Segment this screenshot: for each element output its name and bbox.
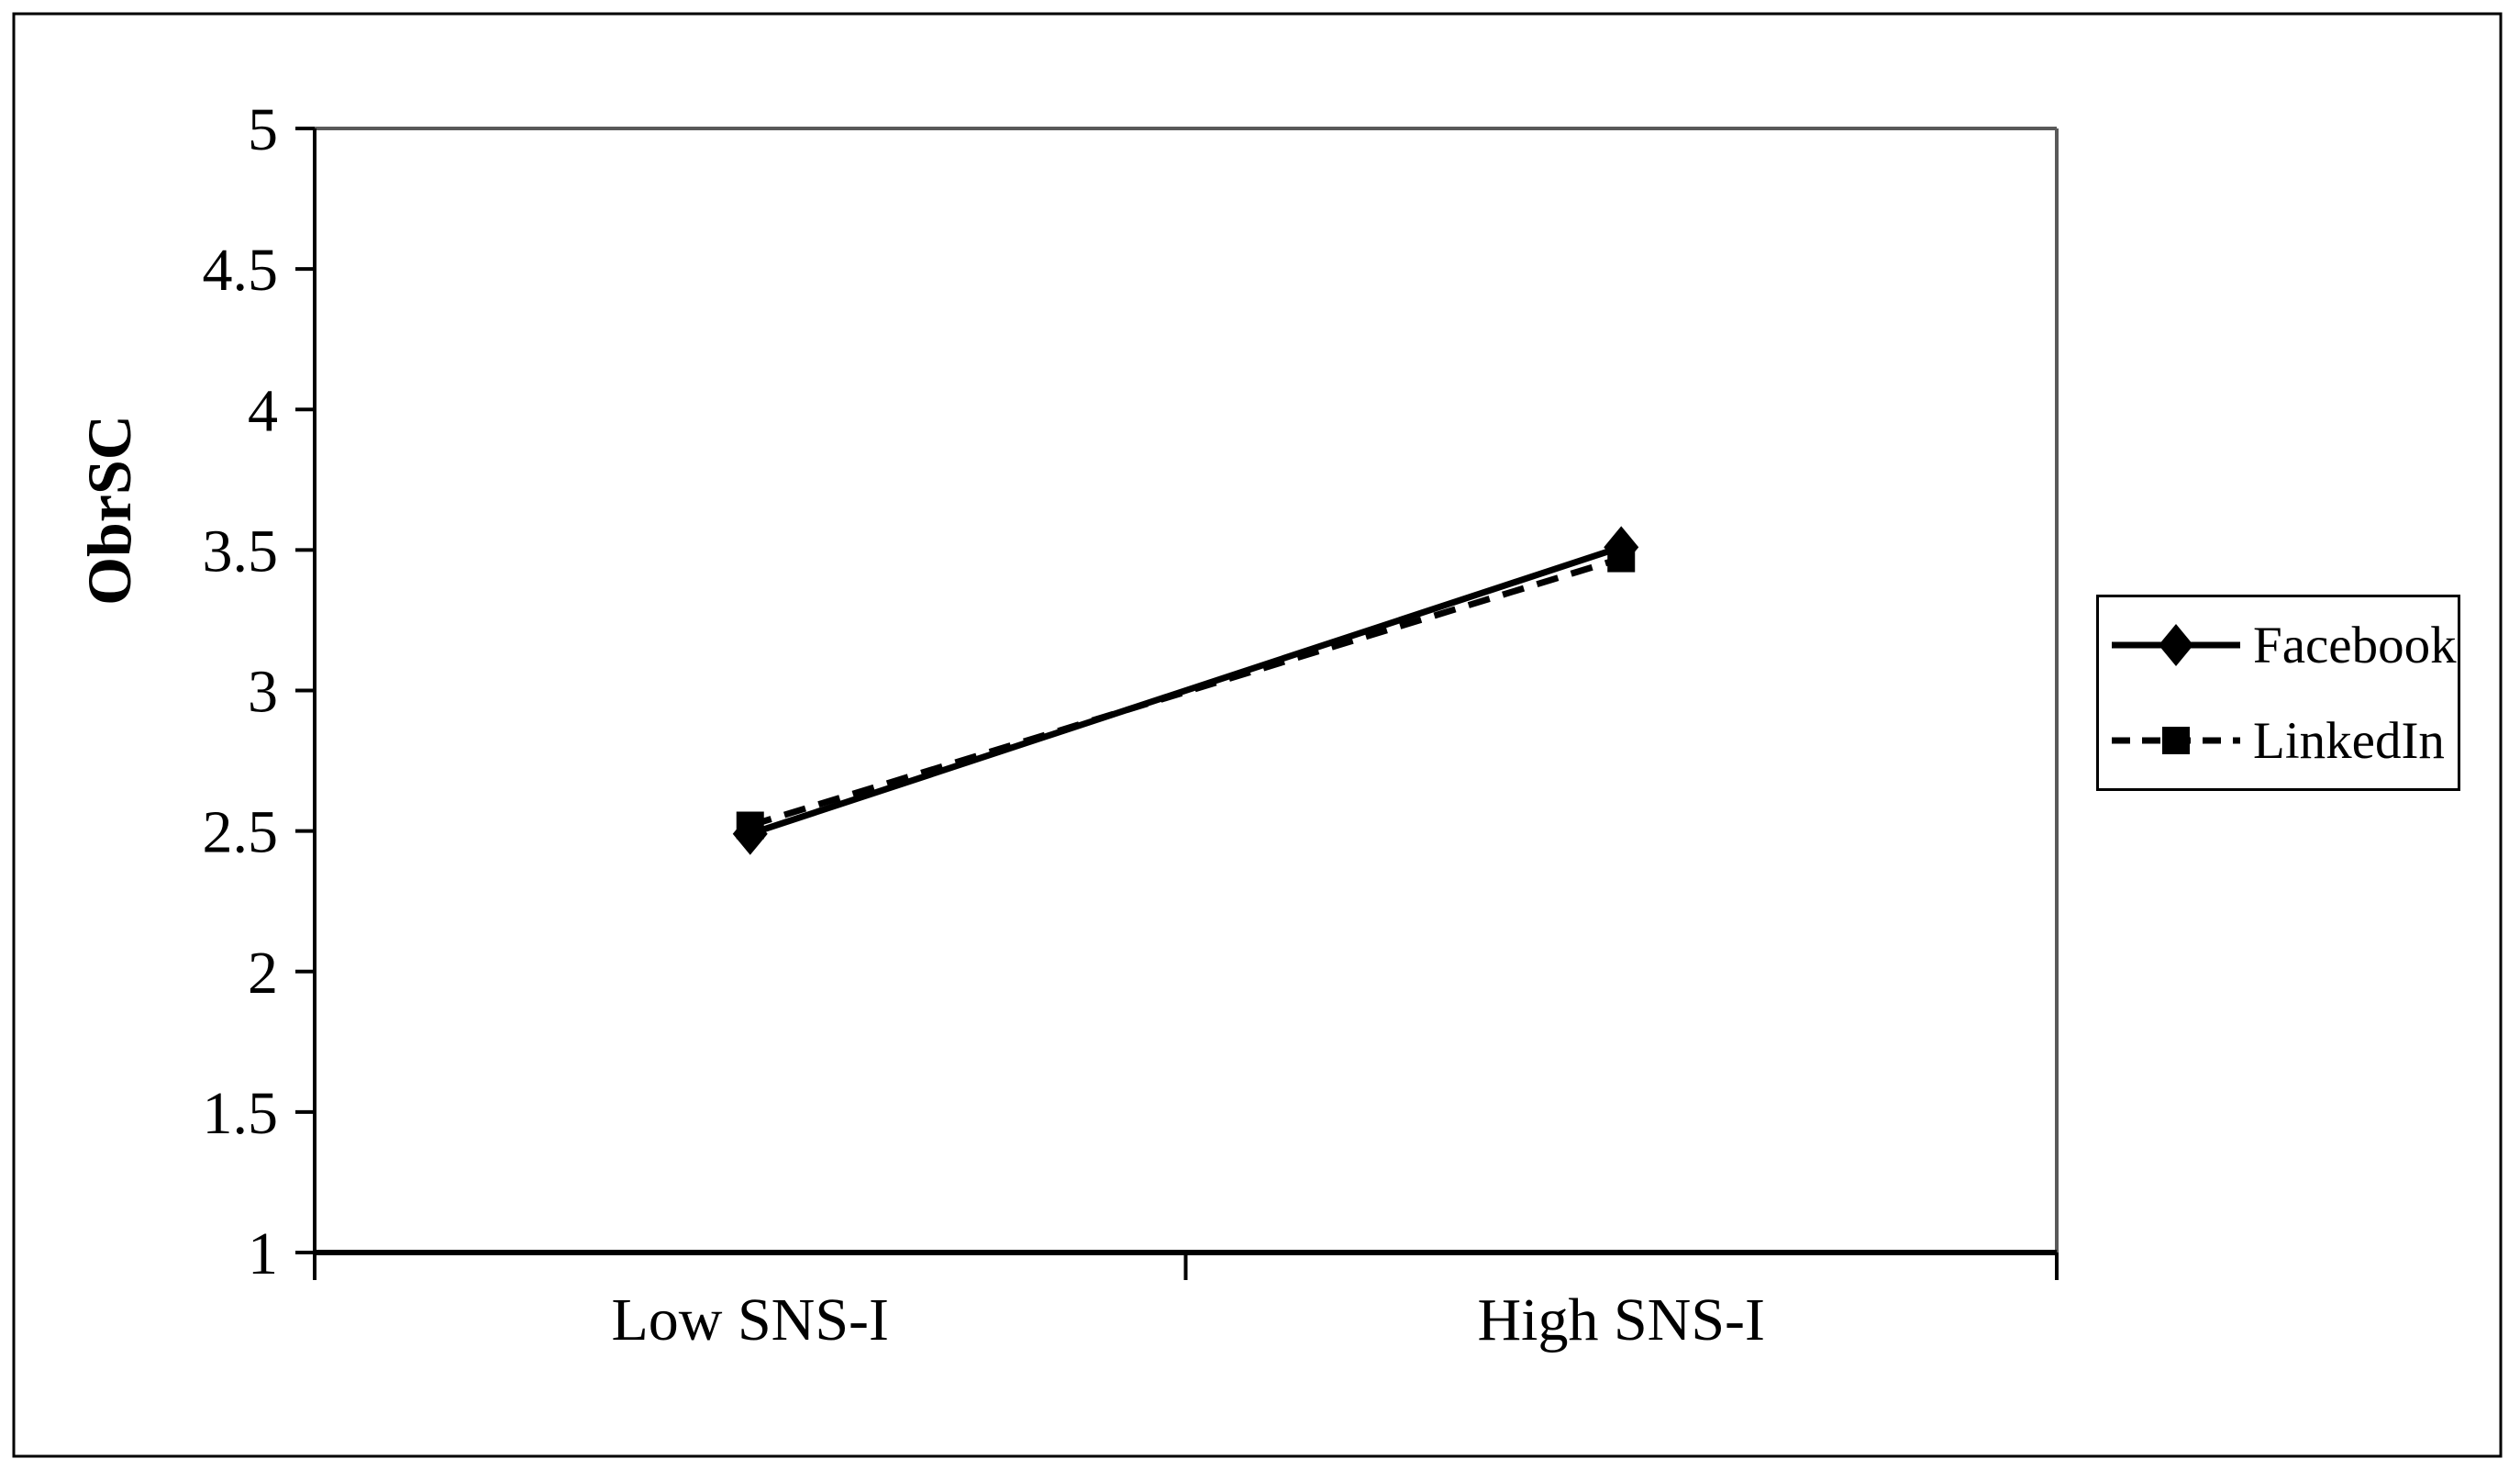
- y-axis-title: ObrSC: [74, 415, 144, 606]
- figure-border: [12, 12, 2503, 1458]
- legend-label-linkedin: LinkedIn: [2253, 711, 2445, 770]
- legend-sample-marker-linkedin: [2162, 727, 2190, 754]
- legend-item-linkedin: LinkedIn: [2112, 713, 2458, 768]
- category-label-low-sns-i: Low SNS-I: [611, 1286, 889, 1353]
- category-label-high-sns-i: High SNS-I: [1477, 1286, 1765, 1353]
- y-tick-label-4-5: 4.5: [203, 237, 279, 304]
- series-linkedin-marker-0: [736, 811, 764, 840]
- y-tick-label-1: 1: [248, 1220, 278, 1287]
- y-tick-label-2-5: 2.5: [203, 799, 279, 866]
- series-facebook-line: [749, 543, 1623, 838]
- y-tick-label-5: 5: [248, 96, 278, 163]
- y-tick-label-2: 2: [248, 940, 278, 1007]
- legend-sample-marker-facebook: [2159, 624, 2193, 666]
- chart-generated-layer: 5 4.5 4 3.5 3 2.5 2 1.5 1 Low SNS-I High SNS-I: [12, 12, 2503, 1458]
- y-tick-label-4: 4: [248, 377, 278, 444]
- y-tick-label-1-5: 1.5: [203, 1080, 279, 1147]
- y-tick-label-3: 3: [248, 659, 278, 726]
- y-tick-label-3-5: 3.5: [203, 518, 279, 585]
- legend-item-facebook: Facebook: [2112, 618, 2458, 673]
- legend-line-sample-linkedin: [2112, 727, 2240, 754]
- series-linkedin-line: [749, 555, 1623, 829]
- legend-line-sample-facebook: [2112, 624, 2240, 666]
- series-linkedin-marker-1: [1607, 544, 1636, 573]
- chart-legend: Facebook LinkedIn: [2096, 595, 2460, 791]
- legend-label-facebook: Facebook: [2253, 616, 2457, 674]
